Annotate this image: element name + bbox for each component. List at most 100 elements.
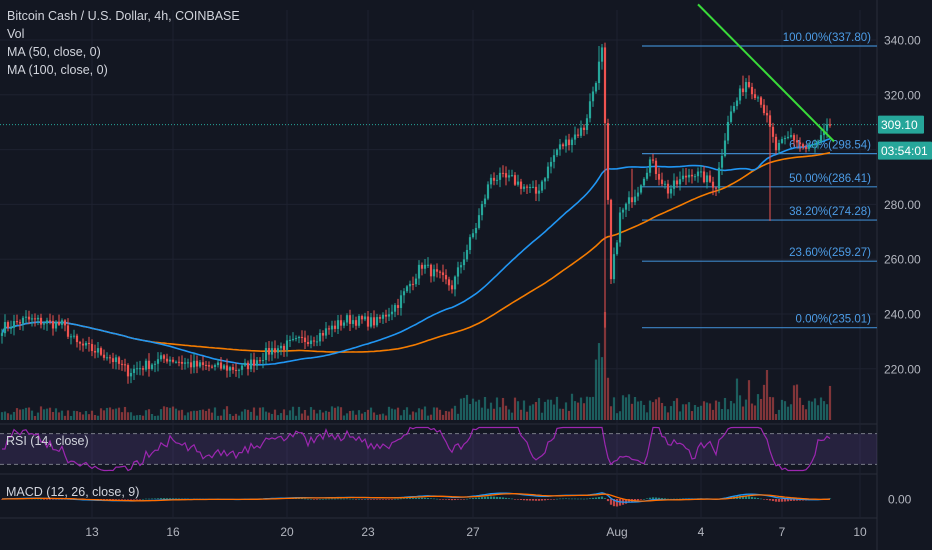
volume-bar (627, 394, 631, 420)
volume-bar (525, 411, 529, 420)
macd-histogram-bar (423, 497, 427, 499)
volume-bar (54, 408, 58, 420)
volume-bar (90, 410, 94, 420)
candle-body (579, 127, 583, 136)
candle-body (288, 339, 292, 341)
volume-bar (561, 408, 565, 420)
macd-histogram-bar (579, 498, 583, 500)
candle-body (195, 360, 199, 367)
volume-bar (381, 413, 385, 420)
volume-bar (153, 415, 157, 420)
macd-histogram-bar (660, 498, 664, 499)
candle-body (576, 134, 580, 136)
candle-body (282, 345, 286, 350)
candle-body (96, 348, 100, 353)
volume-bar (825, 404, 829, 420)
volume-bar (99, 408, 103, 420)
candle-body (513, 175, 517, 185)
candle-body (75, 335, 79, 343)
volume-bar (696, 406, 700, 420)
macd-histogram-bar (369, 499, 373, 500)
macd-histogram-bar (411, 498, 415, 499)
volume-bar (66, 410, 70, 420)
macd-histogram-bar (522, 499, 526, 501)
candle-body (315, 341, 319, 343)
candle-body (18, 322, 22, 324)
macd-histogram-bar (312, 499, 316, 500)
volume-bar (528, 405, 532, 420)
volume-bar (546, 399, 550, 420)
candle-body (60, 320, 64, 325)
volume-bar (63, 415, 67, 420)
candle-body (147, 360, 151, 370)
candle-body (183, 362, 187, 364)
chart-legend: Bitcoin Cash / U.S. Dollar, 4h, COINBASE… (7, 7, 240, 79)
macd-histogram-bar (510, 498, 514, 500)
candle-body (255, 360, 259, 366)
volume-bar (654, 399, 658, 420)
candle-body (399, 295, 403, 308)
candle-body (303, 337, 307, 343)
volume-bar (108, 407, 112, 420)
volume-bar (594, 359, 598, 420)
indicator-ma50[interactable]: MA (50, close, 0) (7, 45, 101, 59)
volume-bar (555, 396, 559, 420)
indicator-ma100[interactable]: MA (100, close, 0) (7, 63, 108, 77)
countdown-badge-value: 03:54:01 (881, 144, 928, 158)
macd-histogram-bar (129, 499, 133, 500)
volume-bar (801, 404, 805, 420)
volume-bar (402, 409, 406, 420)
candle-body (783, 138, 787, 140)
macd-histogram-bar (663, 498, 667, 499)
volume-bar (423, 406, 427, 420)
volume-bar (723, 397, 727, 420)
candle-body (129, 372, 133, 377)
macd-histogram-bar (525, 499, 529, 501)
macd-histogram-bar (330, 498, 334, 500)
candle-body (651, 159, 655, 161)
volume-bar (747, 380, 751, 420)
macd-histogram-bar (387, 499, 391, 500)
volume-bar (558, 408, 562, 420)
candle-body (678, 179, 682, 185)
candle-body (627, 197, 631, 204)
volume-bar (483, 396, 487, 420)
candle-body (561, 144, 565, 147)
macd-histogram-bar (378, 499, 382, 500)
volume-bar (369, 407, 373, 420)
rsi-label: RSI (14, close) (6, 434, 89, 448)
candle-body (171, 359, 175, 362)
candle-body (156, 359, 160, 364)
candle-body (264, 348, 268, 361)
candle-body (633, 196, 637, 203)
candle-body (534, 186, 538, 194)
macd-histogram-bar (633, 499, 637, 502)
candle-body (657, 173, 661, 180)
candle-body (540, 181, 544, 191)
volume-bar (420, 409, 424, 420)
symbol-title[interactable]: Bitcoin Cash / U.S. Dollar, 4h, COINBASE (7, 9, 240, 23)
indicator-vol[interactable]: Vol (7, 27, 25, 41)
macd-histogram-bar (426, 497, 430, 499)
volume-bar (438, 409, 442, 420)
candle-body (471, 233, 475, 238)
macd-histogram-bar (135, 499, 139, 500)
macd-histogram-bar (600, 496, 604, 499)
volume-bar (270, 413, 274, 420)
volume-bar (426, 415, 430, 420)
volume-bar (612, 397, 616, 420)
x-tick-label: 4 (698, 525, 705, 539)
candle-body (759, 97, 763, 105)
candle-body (636, 192, 640, 197)
volume-bar (258, 407, 262, 420)
volume-bar (18, 409, 22, 420)
macd-histogram-bar (762, 499, 766, 500)
candle-body (555, 149, 559, 156)
volume-bar (453, 405, 457, 420)
candle-body (666, 183, 670, 194)
candle-body (432, 269, 436, 277)
volume-bar (339, 407, 343, 420)
macd-histogram-bar (483, 496, 487, 499)
macd-histogram-bar (783, 499, 787, 502)
